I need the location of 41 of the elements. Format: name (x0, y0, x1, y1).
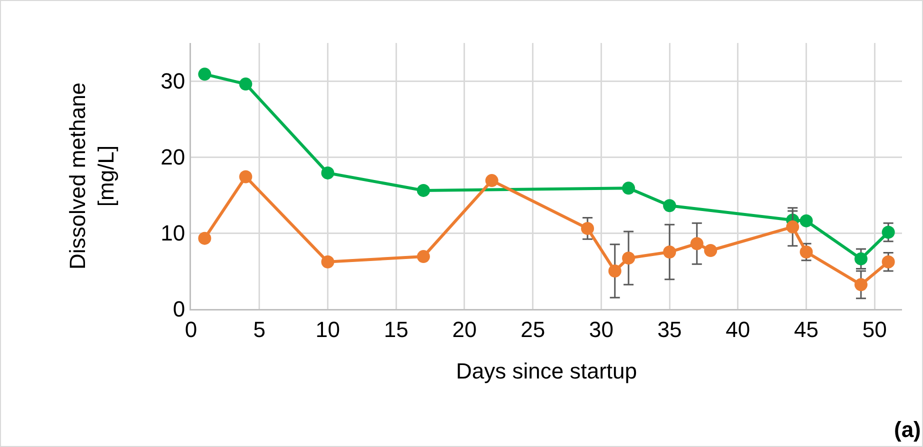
y-axis-title: Dissolved methane [mg/L] (65, 82, 119, 270)
point (854, 278, 868, 292)
point (321, 166, 334, 180)
x-tick-label: 50 (862, 316, 887, 342)
point (663, 246, 676, 258)
point (198, 68, 212, 81)
x-tick-label: 15 (384, 316, 408, 342)
point (854, 252, 868, 266)
point (882, 226, 895, 239)
point (239, 170, 252, 184)
x-tick-label: 35 (657, 316, 682, 342)
y-tick-label: 20 (160, 144, 186, 170)
point (800, 214, 813, 228)
x-tick-label: 40 (726, 316, 750, 342)
point (485, 174, 498, 188)
x-tick-label: 45 (794, 316, 819, 342)
x-axis-title: Days since startup (456, 358, 637, 384)
y-tick-label: 30 (160, 68, 186, 94)
point (416, 250, 430, 264)
point (704, 244, 718, 257)
x-tick-label: 25 (520, 316, 546, 342)
point (416, 184, 430, 197)
x-tick-label: 30 (588, 316, 614, 342)
point (321, 255, 334, 268)
text: (a) (894, 417, 921, 442)
point (239, 78, 252, 91)
x-tick-label: 5 (253, 316, 266, 342)
point (198, 232, 212, 245)
point (882, 255, 895, 268)
point (786, 220, 800, 234)
x-tick-label: 10 (315, 316, 340, 342)
point (690, 237, 704, 250)
x-tick-label: 20 (452, 316, 477, 342)
point (581, 222, 594, 235)
point (663, 199, 676, 212)
y-tick-label: 10 (160, 220, 186, 246)
point (622, 252, 636, 265)
y-tick-label: 0 (172, 296, 186, 322)
point (622, 182, 636, 195)
point (608, 264, 622, 278)
point (800, 246, 813, 258)
